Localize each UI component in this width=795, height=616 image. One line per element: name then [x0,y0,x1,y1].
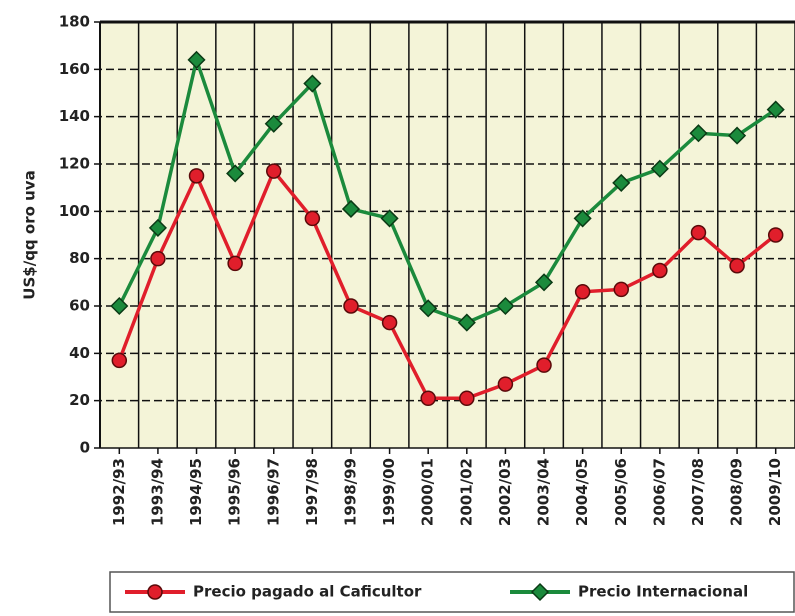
legend-label: Precio Internacional [578,583,748,601]
y-tick-label: 60 [69,297,90,315]
y-tick-label: 160 [59,60,90,78]
x-tick-label: 2002/03 [496,458,514,526]
point [767,227,784,243]
point [459,390,475,407]
x-tick-label: 1994/95 [187,458,205,526]
point [496,296,515,316]
point [343,298,359,314]
x-tick-label: 1998/99 [341,458,359,526]
point [573,209,592,228]
y-tick-label: 40 [69,344,90,362]
x-tick-label: 1995/96 [226,458,244,526]
point [536,357,552,373]
point [380,209,399,228]
x-tick-label: 1999/00 [380,458,398,526]
point [613,281,629,298]
point [729,258,745,274]
point [419,299,438,318]
point [264,114,283,133]
point [574,284,591,300]
y-tick-label: 120 [59,155,90,173]
x-tick-label: 1997/98 [303,458,321,526]
x-tick-label: 2009/10 [766,458,784,526]
legend-marker [147,584,163,600]
point [187,50,206,69]
point [612,173,631,192]
series-line [117,167,777,401]
y-tick-label: 140 [59,107,90,125]
x-tick-label: 1993/94 [148,458,166,526]
x-tick-label: 1996/97 [264,458,282,526]
point [188,168,205,184]
point [148,218,167,237]
point [304,210,321,227]
point [689,124,708,143]
point [497,376,514,392]
point [650,159,669,178]
x-tick-label: 2004/05 [573,458,591,526]
legend-label: Precio pagado al Caficultor [193,583,422,601]
x-tick-label: 2000/01 [419,458,437,526]
legend-marker [530,582,550,602]
y-tick-label: 0 [80,439,90,457]
point [111,352,128,369]
y-axis-label: US$/qq oro uva [21,170,39,299]
series-line [117,53,777,325]
point [766,100,785,119]
point [341,199,361,219]
y-tick-label: 20 [69,391,90,409]
point [457,313,476,332]
y-tick-label: 100 [59,202,90,220]
y-tick-label: 180 [59,13,90,31]
x-tick-label: 2005/06 [612,458,630,526]
point [420,390,436,407]
x-tick-label: 2007/08 [689,458,707,526]
point [266,163,282,179]
point [150,250,166,267]
point [728,126,747,145]
point [226,164,245,183]
point [303,74,322,93]
x-tick-label: 2008/09 [728,458,746,526]
x-tick-label: 2001/02 [457,458,475,526]
point [652,262,668,279]
point [690,224,707,241]
point [227,255,243,272]
y-tick-label: 80 [69,249,90,267]
point [534,273,554,292]
legend-box [109,571,795,613]
x-tick-label: 2006/07 [650,458,668,526]
point [110,296,129,316]
point [381,314,398,331]
x-tick-label: 2003/04 [535,458,553,526]
x-tick-label: 1992/93 [110,458,128,526]
